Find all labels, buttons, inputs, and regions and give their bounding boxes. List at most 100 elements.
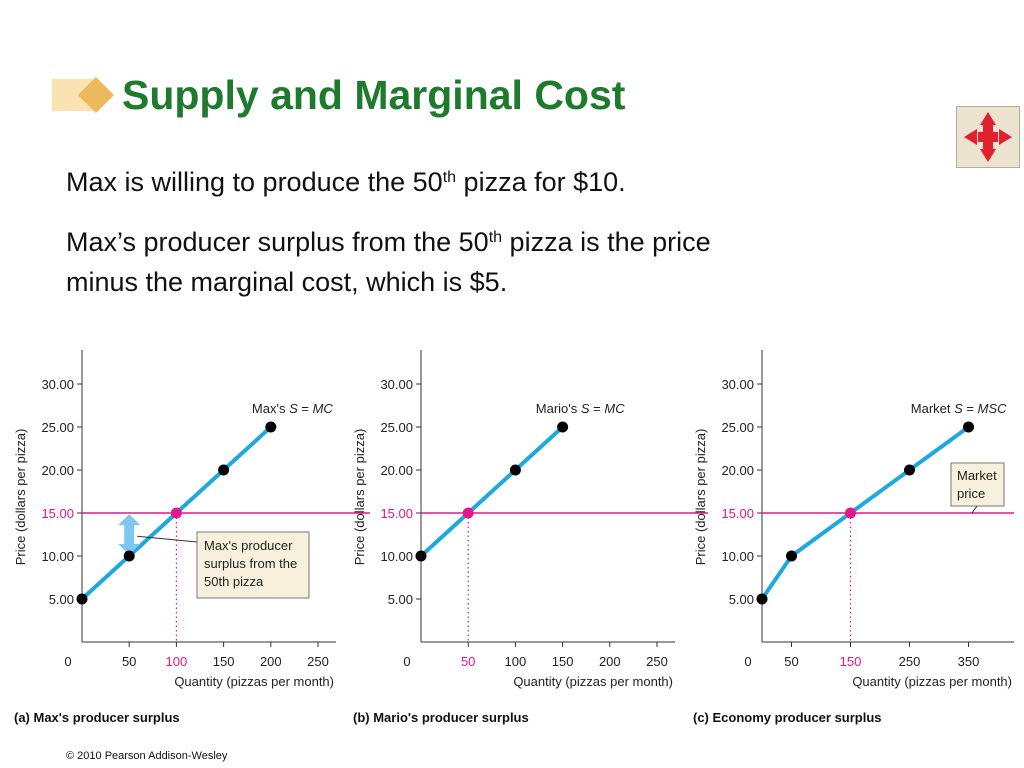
data-point: [218, 464, 230, 476]
series-label-eq: =: [298, 401, 313, 416]
y-tick-label: 10.00: [41, 549, 74, 564]
chart-panel-2: 5.00 10.00 15.00 20.00 25.00 30.00 0 50 100 150 20…: [352, 350, 708, 725]
y-axis-label: Price (dollars per pizza): [13, 429, 28, 566]
chart-panel-1: 5.00 10.00 15.00 20.00 25.00 30.00 0 50 100 150 20…: [13, 350, 370, 725]
x-tick-label: 50: [784, 654, 798, 669]
y-tick-label: 30.00: [41, 377, 74, 392]
surplus-arrow-head-up: [118, 514, 141, 525]
y-tick-label: 20.00: [721, 463, 754, 478]
callout-text: Market: [957, 468, 997, 483]
y-tick-label: 25.00: [721, 420, 754, 435]
x-tick-label: 0: [403, 654, 410, 669]
x-tick-label: 100: [166, 654, 188, 669]
x-tick-label: 200: [260, 654, 282, 669]
surplus-arrow-shaft: [124, 523, 135, 546]
y-tick-label: 20.00: [41, 463, 74, 478]
y-tick-label: 5.00: [49, 592, 74, 607]
callout-box: [196, 531, 310, 599]
four-way-arrow-icon: [964, 112, 1012, 162]
callout-text: 50th pizza: [204, 574, 264, 589]
callout-leader: [137, 535, 198, 543]
line2-prefix: Max’s producer surplus from the 50: [66, 227, 489, 257]
data-point: [786, 550, 797, 562]
panel-caption: (a) Max's producer surplus: [14, 710, 180, 725]
series-label-prefix: Market: [911, 401, 954, 416]
y-axis-label: Price (dollars per pizza): [352, 429, 367, 566]
data-point: [557, 421, 569, 433]
copyright-notice: © 2010 Pearson Addison-Wesley: [66, 750, 228, 762]
y-tick-label: 15.00: [41, 506, 74, 521]
producer-surplus-charts: 5.00 10.00 15.00 20.00 25.00 30.00 0 50 100 150 20…: [13, 350, 1014, 725]
body-line-2: Max’s producer surplus from the 50th piz…: [66, 222, 711, 262]
x-tick-label: 150: [840, 654, 862, 669]
x-tick-label: 150: [213, 654, 235, 669]
data-point: [756, 593, 768, 605]
slide-title: Supply and Marginal Cost: [122, 72, 626, 118]
y-tick-label: 20.00: [380, 463, 413, 478]
data-point: [963, 421, 974, 433]
series-label: Market S = MSC: [911, 401, 1007, 416]
y-tick-label: 15.00: [380, 506, 413, 521]
panel-caption: (c) Economy producer surplus: [693, 710, 882, 725]
surplus-arrow-head-down: [118, 544, 141, 555]
x-tick-label: 50: [461, 654, 475, 669]
line2-suffix: pizza is the price: [502, 227, 711, 257]
series-label-s: S: [289, 401, 298, 416]
line1-superscript: th: [442, 169, 457, 186]
equilibrium-point: [170, 507, 182, 519]
equilibrium-point: [845, 507, 856, 519]
line1-prefix: Max is willing to produce the 50: [66, 167, 443, 197]
x-axis-label: Quantity (pizzas per month): [174, 674, 334, 689]
x-tick-label: 250: [307, 654, 329, 669]
series-label-s: S: [581, 401, 590, 416]
x-tick-label: 50: [122, 654, 136, 669]
chart-panel-3: 5.00 10.00 15.00 20.00 25.00 30.00 0 50 150 250 35…: [693, 350, 1014, 725]
x-tick-label: 250: [899, 654, 921, 669]
callout-text: Max's producer: [204, 538, 293, 553]
series-label-mc: MSC: [978, 401, 1008, 416]
navigation-button[interactable]: [956, 106, 1020, 168]
equilibrium-point: [462, 507, 474, 519]
series-label-prefix: Max's: [252, 401, 289, 416]
y-tick-label: 10.00: [380, 549, 413, 564]
series-label-eq: =: [590, 401, 605, 416]
x-tick-label: 0: [744, 654, 751, 669]
series-label-mc: MC: [313, 401, 334, 416]
y-tick-label: 10.00: [721, 549, 754, 564]
series-label-s: S: [954, 401, 963, 416]
x-tick-label: 200: [599, 654, 621, 669]
y-tick-label: 30.00: [721, 377, 754, 392]
panel-caption: (b) Mario's producer surplus: [353, 710, 529, 725]
y-axis-label: Price (dollars per pizza): [693, 429, 708, 566]
y-tick-label: 5.00: [388, 592, 413, 607]
series-label-eq: =: [963, 401, 978, 416]
data-point: [265, 421, 277, 433]
x-tick-label: 150: [552, 654, 574, 669]
x-tick-label: 100: [505, 654, 527, 669]
y-tick-label: 30.00: [380, 377, 413, 392]
y-tick-label: 25.00: [41, 420, 74, 435]
data-point: [904, 464, 915, 476]
producer-surplus-arrow: [118, 514, 141, 555]
y-tick-label: 5.00: [729, 592, 754, 607]
callout-text: surplus from the: [204, 556, 297, 571]
y-tick-label: 15.00: [721, 506, 754, 521]
body-line-3: minus the marginal cost, which is $5.: [66, 267, 508, 297]
x-axis-label: Quantity (pizzas per month): [513, 674, 673, 689]
x-tick-label: 250: [646, 654, 668, 669]
x-tick-label: 350: [958, 654, 980, 669]
callout-box: [950, 462, 1005, 507]
series-label: Max's S = MC: [252, 401, 333, 416]
y-tick-label: 25.00: [380, 420, 413, 435]
callout-text: price: [957, 486, 985, 501]
data-point: [415, 550, 427, 562]
x-axis-label: Quantity (pizzas per month): [852, 674, 1012, 689]
line1-suffix: pizza for $10.: [456, 167, 626, 197]
supply-curve: [419, 425, 564, 558]
body-line-1: Max is willing to produce the 50th pizza…: [66, 162, 626, 202]
callout-leader: [971, 505, 978, 514]
data-point: [123, 550, 135, 562]
series-label-mc: MC: [604, 401, 625, 416]
diamond-bullet-icon: [52, 77, 114, 113]
series-label-prefix: Mario's: [536, 401, 581, 416]
